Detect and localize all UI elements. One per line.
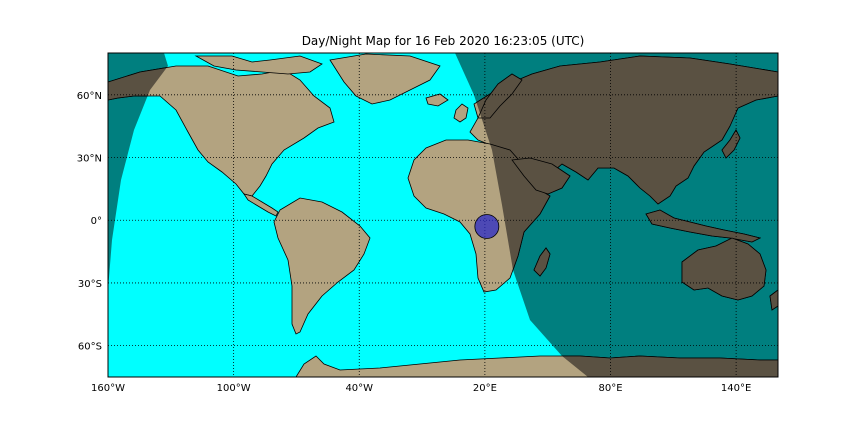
land-greenland [329,53,441,105]
longitude-tick-label: 20°E [473,383,497,394]
land-arctic-islands [194,55,323,75]
subsolar-point-marker [474,214,500,239]
map-title: Day/Night Map for 16 Feb 2020 16:23:05 (… [301,34,585,48]
land-japan-night-shade [721,129,741,159]
land-north-america [108,65,335,197]
longitude-tick-label: 80°E [598,383,622,394]
land-masses [108,53,778,377]
land-australia-night-shade [681,237,767,301]
land-madagascar-night-shade [533,247,551,277]
latitude-tick-label: 30°S [78,279,102,290]
land-british-isles [453,103,469,123]
graticule [108,53,778,377]
longitude-tick-label: 140°E [721,383,751,394]
land-southeast-asia-islands-night-shade [645,209,762,243]
map-frame [107,52,779,378]
latitude-tick-label: 0° [91,216,102,227]
axis-tick-labels: 160°W 100°W 40°W 20°E 80°E 140°E 60°N 30°N 0° 30°… [77,91,752,394]
land-new-zealand-night-shade [769,289,778,311]
land-arabia-night-shade [511,157,571,195]
latitude-tick-label: 60°N [77,91,102,102]
latitude-tick-label: 60°S [78,342,102,353]
longitude-tick-label: 160°W [91,383,125,394]
land-south-america [273,197,371,335]
longitude-tick-label: 40°W [345,383,373,394]
longitude-tick-label: 100°W [217,383,251,394]
land-central-america [243,193,279,217]
latitude-tick-label: 30°N [77,154,102,165]
land-iceland [425,93,449,107]
